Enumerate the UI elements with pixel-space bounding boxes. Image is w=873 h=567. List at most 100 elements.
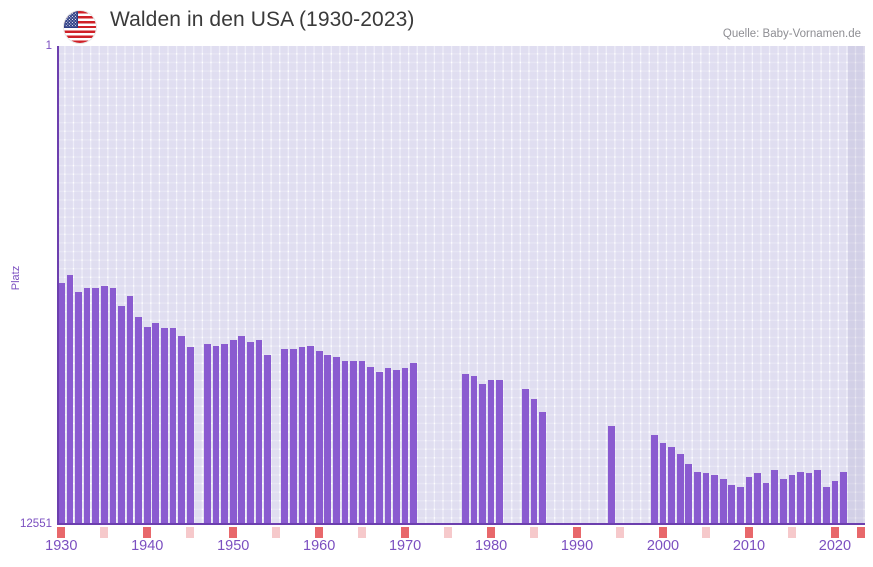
chart-bar[interactable] [762, 482, 770, 525]
chart-bar[interactable] [771, 469, 779, 525]
chart-bar[interactable] [401, 368, 409, 525]
y-axis-line [57, 46, 59, 525]
chart-bar[interactable] [221, 343, 228, 525]
chart-bar[interactable] [375, 372, 383, 525]
chart-bar[interactable] [333, 357, 340, 525]
x-axis-tick-mark-minor [701, 527, 710, 538]
chart-bar[interactable] [238, 336, 246, 525]
chart-bar[interactable] [143, 326, 151, 525]
chart-bar[interactable] [651, 435, 658, 525]
x-axis-tick-label: 1970 [388, 538, 422, 554]
x-axis-tick-label: 1940 [131, 538, 164, 554]
chart-bar[interactable] [814, 469, 822, 525]
chart-bar[interactable] [92, 288, 100, 525]
chart-bar[interactable] [805, 473, 813, 525]
chart-bar[interactable] [822, 486, 830, 525]
chart-header: Walden in den USA (1930-2023) Quelle: Ba… [0, 0, 873, 46]
chart-bar[interactable] [694, 471, 701, 525]
chart-bar[interactable] [135, 316, 142, 525]
x-axis-tick-mark-minor [530, 527, 539, 538]
chart-bar[interactable] [75, 292, 82, 525]
chart-bar[interactable] [358, 360, 366, 525]
chart-bar[interactable] [461, 374, 469, 525]
chart-bar[interactable] [109, 288, 117, 525]
chart-bar[interactable] [118, 305, 125, 525]
chart-bar[interactable] [496, 379, 504, 525]
chart-bar[interactable] [298, 347, 306, 525]
chart-bar[interactable] [728, 484, 736, 525]
x-axis-tick-label: 2010 [732, 538, 766, 554]
chart-bar[interactable] [290, 349, 297, 525]
chart-bar[interactable] [57, 282, 65, 525]
y-axis-title: Platz [10, 265, 22, 291]
chart-bar[interactable] [186, 347, 194, 525]
chart-bar[interactable] [178, 336, 185, 525]
chart-bar[interactable] [479, 383, 486, 525]
x-axis-tick-label: 2000 [646, 538, 680, 554]
x-axis-tick-mark [659, 527, 667, 538]
no-data-band [847, 46, 865, 525]
chart-bar[interactable] [367, 366, 375, 525]
chart-bar[interactable] [324, 355, 332, 525]
chart-bar[interactable] [212, 345, 220, 525]
us-flag-icon [64, 11, 96, 43]
chart-bar[interactable] [779, 479, 787, 525]
chart-bar[interactable] [264, 355, 271, 525]
chart-bar[interactable] [247, 341, 254, 525]
x-axis-tick-mark-minor [272, 527, 281, 538]
chart-bar[interactable] [281, 349, 289, 525]
chart-bar[interactable] [737, 486, 744, 525]
chart-bar[interactable] [100, 286, 108, 525]
x-axis-tick-mark-minor [444, 527, 453, 538]
chart-bar[interactable] [676, 454, 684, 525]
chart-bar[interactable] [668, 446, 675, 525]
x-axis-tick-mark-minor [616, 527, 625, 538]
chart-bar[interactable] [126, 295, 134, 525]
chart-bar[interactable] [685, 463, 693, 525]
chart-bar[interactable] [530, 399, 538, 525]
chart-bar[interactable] [831, 481, 839, 525]
x-axis-edge-tick-mark [856, 527, 865, 538]
chart-bar[interactable] [719, 479, 727, 525]
page-title: Walden in den USA (1930-2023) [110, 8, 415, 31]
chart-bar[interactable] [745, 477, 753, 525]
chart-bar[interactable] [470, 376, 478, 525]
x-axis-tick-label: 1980 [474, 538, 508, 554]
chart-bar[interactable] [702, 473, 710, 525]
chart-bar[interactable] [152, 322, 160, 525]
chart-bar[interactable] [204, 343, 211, 525]
x-axis-tick-mark [830, 527, 839, 538]
x-axis-tick-mark [487, 527, 496, 538]
chart-bar[interactable] [315, 351, 323, 525]
x-axis-tick-mark-minor [100, 527, 109, 538]
chart-bar[interactable] [539, 412, 546, 525]
chart-bar[interactable] [83, 288, 91, 525]
chart-bar[interactable] [393, 370, 400, 525]
chart-bar[interactable] [659, 442, 667, 525]
chart-plot-area [57, 46, 865, 525]
chart-bar[interactable] [161, 328, 168, 525]
chart-bar[interactable] [487, 379, 495, 525]
chart-bar[interactable] [384, 368, 392, 525]
x-axis-tick-mark [143, 527, 152, 538]
x-axis-tick-label: 1960 [303, 538, 336, 554]
chart-bar[interactable] [788, 475, 796, 525]
chart-bar[interactable] [66, 274, 74, 525]
chart-bar[interactable] [410, 362, 418, 525]
x-axis-tick-label: 1950 [217, 538, 250, 554]
chart-bar[interactable] [522, 389, 529, 525]
chart-bar[interactable] [797, 471, 804, 525]
x-axis-tick-mark [744, 527, 753, 538]
chart-bar[interactable] [255, 339, 263, 525]
y-axis-max-label: 1 [45, 40, 52, 52]
chart-bar[interactable] [169, 328, 177, 525]
chart-bar[interactable] [350, 360, 357, 525]
chart-bar[interactable] [229, 339, 237, 525]
chart-bar[interactable] [754, 473, 761, 525]
chart-bar[interactable] [711, 475, 718, 525]
chart-bar[interactable] [341, 360, 349, 525]
chart-bar[interactable] [307, 345, 314, 525]
chart-bar[interactable] [840, 471, 847, 525]
x-axis-edge-tick-mark [57, 527, 66, 538]
chart-bar[interactable] [608, 425, 615, 525]
